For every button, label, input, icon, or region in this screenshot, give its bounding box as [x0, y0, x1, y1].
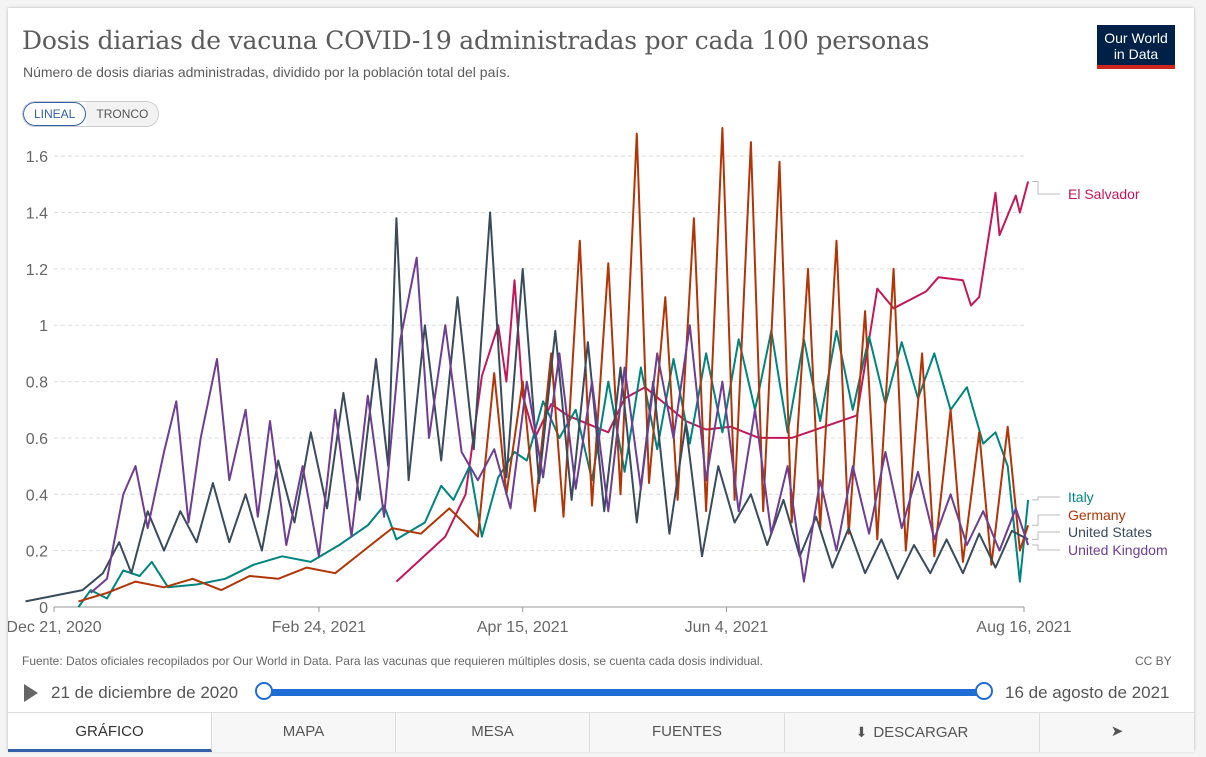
license-link[interactable]: CC BY	[1135, 654, 1172, 668]
tab-download[interactable]: ⬇ DESCARGAR	[785, 713, 1040, 752]
chart-card: Dosis diarias de vacuna COVID-19 adminis…	[8, 8, 1194, 752]
timeline-end-label: 16 de agosto de 2021	[1005, 683, 1170, 702]
label-leader-line	[1032, 531, 1060, 540]
y-tick-label: 0.2	[26, 544, 48, 561]
y-tick-label: 0	[39, 600, 48, 617]
series-end-label: Germany	[1068, 507, 1126, 523]
logo-line-1: Our World	[1104, 30, 1168, 46]
series-line-italy	[77, 329, 1030, 608]
series-end-label: United Kingdom	[1068, 542, 1168, 558]
y-tick-label: 1.2	[26, 262, 48, 279]
y-tick-label: 1	[39, 318, 48, 335]
y-tick-label: 1.6	[26, 149, 48, 166]
timeline-start-handle[interactable]	[255, 682, 273, 700]
series-line-germany	[78, 127, 1030, 603]
x-tick-label: Feb 24, 2021	[272, 619, 366, 636]
tab-table-label: MESA	[471, 723, 514, 740]
timeline-end-handle[interactable]	[975, 682, 993, 700]
x-tick-label: Apr 15, 2021	[477, 619, 569, 636]
timeline-track[interactable]	[264, 689, 984, 696]
tab-sources-label: FUENTES	[651, 723, 722, 740]
logo-line-2: in Data	[1113, 46, 1159, 62]
x-tick-label: Aug 16, 2021	[976, 619, 1071, 636]
tab-map[interactable]: MAPA	[212, 713, 396, 752]
tab-map-label: MAPA	[282, 723, 325, 740]
linear-scale-button[interactable]: LINEAL	[23, 102, 87, 126]
chart-title: Dosis diarias de vacuna COVID-19 adminis…	[22, 26, 930, 55]
series-end-label: El Salvador	[1068, 186, 1140, 202]
source-note: Fuente: Datos oficiales recopilados por …	[22, 654, 763, 668]
series-end-label: Italy	[1068, 489, 1094, 505]
log-scale-button[interactable]: TRONCO	[86, 102, 159, 126]
tab-chart[interactable]: GRÁFICO	[8, 713, 212, 752]
label-leader-line	[1032, 544, 1060, 551]
series-end-label: United States	[1068, 524, 1152, 540]
line-chart: 0 0.2 0.4 0.6 0.8 1 1.2 1.4 1.6 Dec 21, 2020 Feb 2…	[8, 127, 1168, 636]
chart-subtitle: Número de dosis diarias administradas, d…	[23, 64, 511, 80]
series-line-united-states	[25, 211, 1029, 603]
label-leader-line	[1032, 181, 1060, 195]
share-icon: ➤	[1110, 723, 1124, 740]
owid-logo[interactable]: Our World in Data	[1097, 25, 1175, 69]
series-line-el-salvador	[395, 181, 1030, 583]
scale-toggle: LINEAL TRONCO	[22, 101, 160, 127]
timeline: 21 de diciembre de 2020 16 de agosto de …	[22, 680, 1182, 706]
y-tick-label: 0.4	[26, 487, 48, 504]
label-leader-line	[1032, 496, 1060, 501]
tab-download-label: DESCARGAR	[873, 724, 969, 741]
play-icon[interactable]	[24, 684, 38, 702]
tab-share[interactable]: ➤	[1040, 713, 1194, 752]
download-icon: ⬇	[855, 724, 868, 740]
tab-bar: GRÁFICO MAPA MESA FUENTES ⬇ DESCARGAR ➤	[8, 712, 1194, 752]
x-tick-label: Dec 21, 2020	[8, 619, 102, 636]
y-tick-label: 1.4	[26, 206, 48, 223]
timeline-start-label: 21 de diciembre de 2020	[51, 683, 239, 702]
y-tick-label: 0.6	[26, 431, 48, 448]
x-tick-label: Jun 4, 2021	[685, 619, 769, 636]
label-leader-line	[1032, 514, 1060, 526]
y-tick-label: 0.8	[26, 375, 48, 392]
tab-chart-label: GRÁFICO	[75, 723, 144, 740]
tab-sources[interactable]: FUENTES	[590, 713, 785, 752]
tab-table[interactable]: MESA	[396, 713, 590, 752]
series-line-united-kingdom	[90, 256, 1030, 594]
